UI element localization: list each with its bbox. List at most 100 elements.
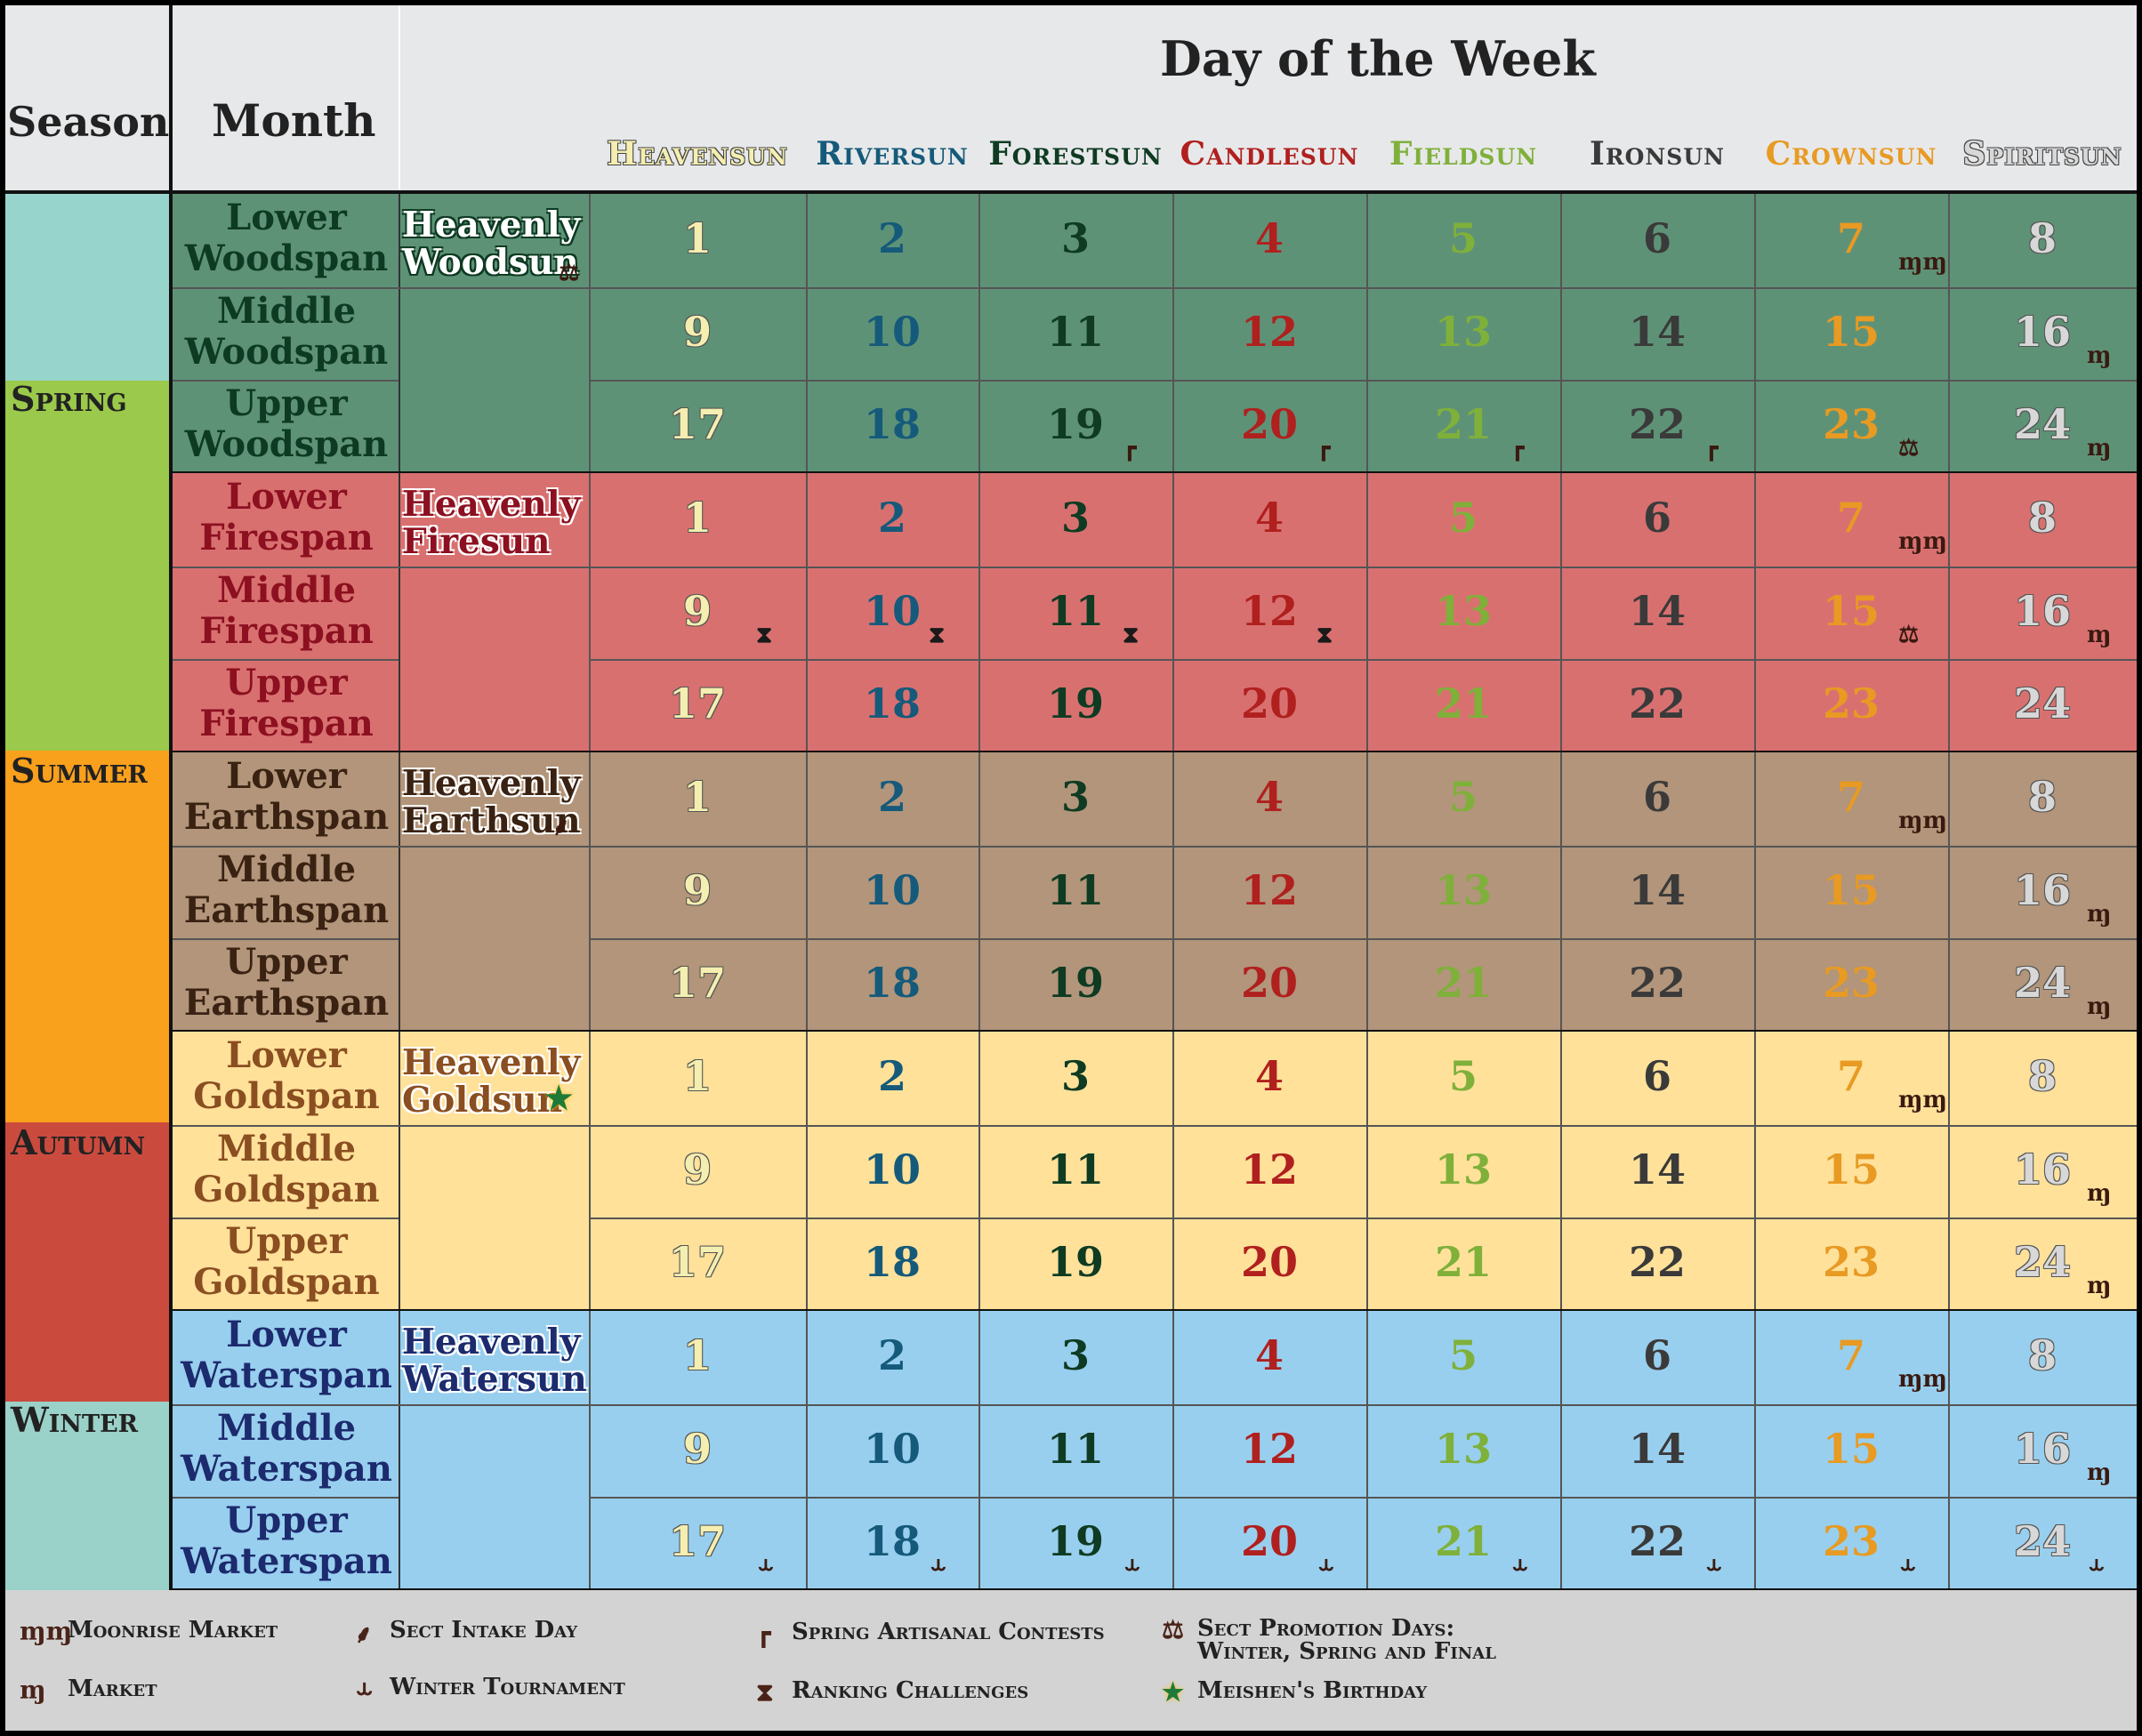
vline-day-3-6 <box>1754 1032 1756 1311</box>
header-title: Day of the Week <box>1160 30 1596 87</box>
vline-day-0-4 <box>1366 194 1368 473</box>
winter-tournament-icon: ⥿ <box>354 1674 375 1703</box>
day-number-1-2-4: 21 <box>1434 679 1492 727</box>
vline-month-4 <box>399 1311 400 1590</box>
market-icon: ɱ <box>2087 900 2112 928</box>
vline-heavenly-4 <box>589 1311 591 1590</box>
season-divider <box>169 5 173 1590</box>
season-label-summer: Summer <box>11 751 148 791</box>
day-number-2-1-5: 14 <box>1628 865 1686 914</box>
season-bar-0 <box>5 194 170 381</box>
vline-day-1-1 <box>806 473 808 752</box>
day-header-5: Ironsun <box>1590 135 1725 173</box>
day-number-1-2-6: 23 <box>1822 679 1880 727</box>
month-lower-woodspan: Lower Woodspan <box>184 197 389 279</box>
day-number-4-2-1: 18 <box>863 1517 921 1565</box>
vline-day-2-2 <box>978 752 980 1032</box>
day-number-4-1-6: 15 <box>1822 1424 1880 1473</box>
winter-tournament-icon: ⥿ <box>1510 1552 1530 1579</box>
vline-day-0-7 <box>1948 194 1950 473</box>
day-number-4-2-4: 21 <box>1434 1517 1492 1565</box>
day-number-3-0-1: 2 <box>877 1052 906 1100</box>
heavenly-day-0: Heavenly Woodsun <box>402 205 581 283</box>
hline-heavenly-0 <box>399 286 589 289</box>
winter-tournament-icon: ⥿ <box>1704 1552 1724 1579</box>
hline-heavenly-2 <box>399 845 589 848</box>
hammer-icon: ┏ <box>1510 435 1525 462</box>
moonrise-market-icon: ɱɱ <box>1898 1087 1948 1113</box>
day-number-2-2-6: 23 <box>1822 959 1880 1007</box>
block-bg-4 <box>173 1311 2137 1590</box>
day-number-1-1-0: 9 <box>682 586 712 635</box>
day-number-0-2-5: 22 <box>1628 400 1686 448</box>
hline-month-2-1 <box>173 845 399 848</box>
day-number-0-0-6: 7 <box>1836 214 1865 262</box>
month-middle-firespan: Middle Firespan <box>199 568 374 652</box>
day-header-3: Candlesun <box>1180 135 1359 173</box>
vline-day-0-3 <box>1172 194 1174 473</box>
day-number-4-0-7: 8 <box>2027 1331 2057 1379</box>
month-lower-firespan: Lower Firespan <box>199 476 374 559</box>
legend-hammer: Spring Artisanal Contests <box>792 1619 1105 1645</box>
day-number-3-0-0: 1 <box>682 1052 712 1100</box>
day-number-1-0-5: 6 <box>1642 494 1671 542</box>
day-number-1-1-1: 10 <box>863 586 921 635</box>
day-number-0-2-1: 18 <box>863 400 921 448</box>
day-number-0-1-6: 15 <box>1822 307 1880 356</box>
vline-heavenly-1 <box>589 473 591 752</box>
market-icon: ɱ <box>2087 342 2112 369</box>
day-number-0-2-2: 19 <box>1046 400 1104 448</box>
day-number-4-0-4: 5 <box>1448 1331 1478 1379</box>
legend-bar: ɱɱ Moonrise Market ɱ Market ⸙ Sect Intake Day… <box>5 1590 2137 1731</box>
day-number-1-2-5: 22 <box>1628 679 1686 727</box>
heavenly-day-1: Heavenly Firesun <box>402 484 581 562</box>
day-number-3-0-6: 7 <box>1836 1052 1865 1100</box>
vline-day-2-1 <box>806 752 808 1032</box>
vline-day-3-7 <box>1948 1032 1950 1311</box>
day-number-3-2-5: 22 <box>1628 1238 1686 1286</box>
vline-heavenly-2 <box>589 752 591 1032</box>
day-number-4-2-5: 22 <box>1628 1517 1686 1565</box>
winter-tournament-icon: ⥿ <box>2087 1552 2106 1579</box>
vline-day-2-3 <box>1172 752 1174 1032</box>
day-number-2-0-0: 1 <box>682 773 712 821</box>
day-number-1-0-3: 4 <box>1254 494 1284 542</box>
vline-month-2 <box>399 752 400 1032</box>
day-number-3-2-2: 19 <box>1046 1238 1104 1286</box>
vline-day-4-6 <box>1754 1311 1756 1590</box>
season-bar-1 <box>5 381 170 751</box>
day-number-0-0-2: 3 <box>1060 214 1090 262</box>
vline-day-3-2 <box>978 1032 980 1311</box>
day-number-2-2-3: 20 <box>1240 959 1298 1007</box>
market-icon: ɱ <box>20 1676 46 1705</box>
scales-icon: ⚖ <box>1898 435 1920 462</box>
day-number-0-2-4: 21 <box>1434 400 1492 448</box>
day-number-1-0-2: 3 <box>1060 494 1090 542</box>
header-days-cell <box>400 5 2137 192</box>
hline-month-3-1 <box>173 1124 399 1127</box>
block-border-0 <box>173 470 2137 475</box>
hourglass-icon: ⧗ <box>756 1677 774 1707</box>
day-number-2-1-3: 12 <box>1240 865 1298 914</box>
day-number-3-0-4: 5 <box>1448 1052 1478 1100</box>
day-number-2-1-1: 10 <box>863 865 921 914</box>
day-number-3-1-5: 14 <box>1628 1145 1686 1194</box>
day-number-1-2-2: 19 <box>1046 679 1104 727</box>
hline-month-3-2 <box>173 1218 399 1219</box>
block-bg-2 <box>173 752 2137 1032</box>
day-header-2: Forestsun <box>988 135 1163 173</box>
sect-intake-icon: ⸙ <box>552 812 571 841</box>
day-number-0-1-5: 14 <box>1628 307 1686 356</box>
day-number-3-2-4: 21 <box>1434 1238 1492 1286</box>
month-upper-waterspan: Upper Waterspan <box>181 1499 392 1582</box>
block-border-2 <box>173 1029 2137 1033</box>
hline-month-2-2 <box>173 938 399 940</box>
day-number-0-1-2: 11 <box>1046 307 1104 356</box>
day-number-4-2-3: 20 <box>1240 1517 1298 1565</box>
legend-sect-intake: Sect Intake Day <box>390 1617 578 1644</box>
hline-days-1-1 <box>589 566 2137 568</box>
heavenly-day-4: Heavenly Watersun <box>402 1322 587 1400</box>
month-middle-earthspan: Middle Earthspan <box>183 848 390 931</box>
vline-day-4-1 <box>806 1311 808 1590</box>
month-upper-goldspan: Upper Goldspan <box>193 1220 380 1303</box>
